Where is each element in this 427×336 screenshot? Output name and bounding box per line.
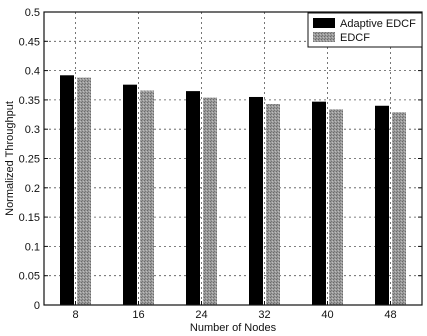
y-tick-label: 0.25	[19, 154, 40, 166]
axis-ticks: 0 0.05 0.1 0.15 0.2 0.25 0.3 0.35 0.4 0.45 0.5 8 16 2…	[19, 7, 422, 321]
legend-label-adaptive-edcf: Adaptive EDCF	[340, 18, 416, 30]
x-tick-label: 32	[258, 309, 270, 321]
y-tick-label: 0.05	[19, 271, 40, 283]
bar-edcf	[203, 97, 217, 305]
y-tick-label: 0.15	[19, 212, 40, 224]
bar-adaptive-edcf	[60, 75, 74, 306]
x-tick-label: 40	[321, 309, 333, 321]
y-tick-label: 0.35	[19, 95, 40, 107]
bar-edcf	[77, 77, 91, 305]
y-tick-label: 0.4	[25, 66, 40, 78]
legend-swatch-edcf	[313, 32, 335, 42]
x-tick-label: 8	[72, 309, 78, 321]
bar-adaptive-edcf	[123, 84, 137, 305]
bar-adaptive-edcf	[375, 105, 389, 305]
legend-swatch-adaptive-edcf	[313, 18, 335, 28]
bar-edcf	[266, 104, 280, 305]
bar-adaptive-edcf	[249, 96, 263, 305]
bar-adaptive-edcf	[186, 91, 200, 305]
y-axis-label: Normalized Throughput	[4, 101, 16, 216]
bars	[60, 75, 406, 306]
x-tick-label: 16	[132, 309, 144, 321]
y-tick-label: 0.3	[25, 124, 40, 136]
y-tick-label: 0.45	[19, 36, 40, 48]
bar-edcf	[140, 90, 154, 305]
bar-edcf	[392, 112, 406, 306]
y-tick-label: 0.1	[25, 241, 40, 253]
y-tick-label: 0.2	[25, 183, 40, 195]
x-axis-label: Number of Nodes	[190, 322, 277, 334]
legend: Adaptive EDCF EDCF	[307, 12, 423, 48]
bar-edcf	[329, 109, 343, 305]
legend-label-edcf: EDCF	[340, 32, 370, 44]
y-tick-label: 0	[34, 300, 40, 312]
x-tick-label: 24	[195, 309, 207, 321]
y-tick-label: 0.5	[25, 7, 40, 19]
grid	[44, 12, 422, 305]
bar-adaptive-edcf	[312, 101, 326, 306]
x-tick-label: 48	[384, 309, 396, 321]
